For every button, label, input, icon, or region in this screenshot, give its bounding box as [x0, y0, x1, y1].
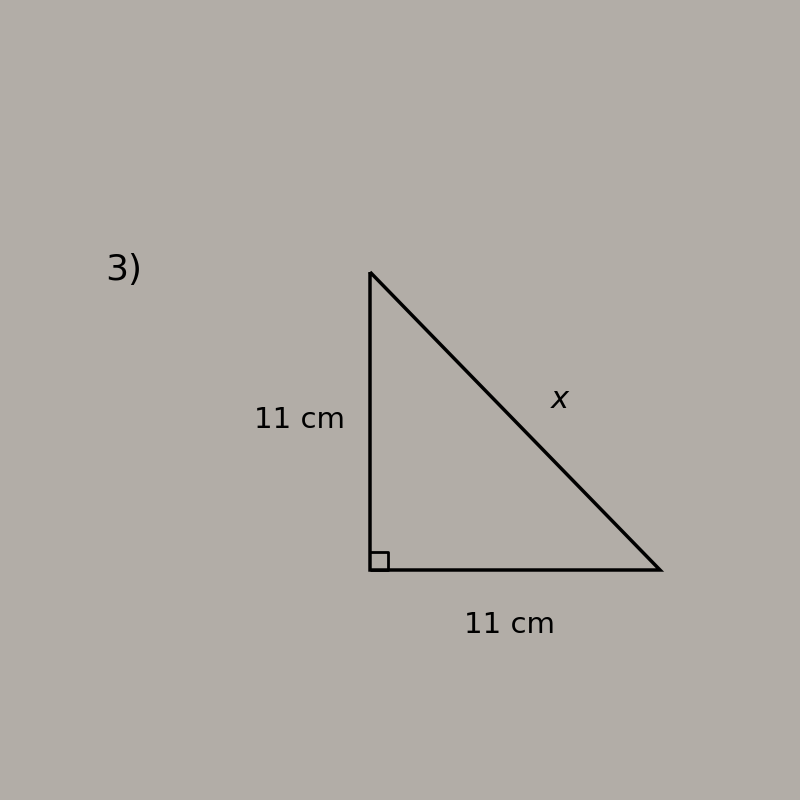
Text: 11 cm: 11 cm — [254, 406, 346, 434]
Text: x: x — [551, 386, 569, 414]
Text: 11 cm: 11 cm — [465, 611, 555, 639]
Text: 3): 3) — [105, 253, 142, 287]
